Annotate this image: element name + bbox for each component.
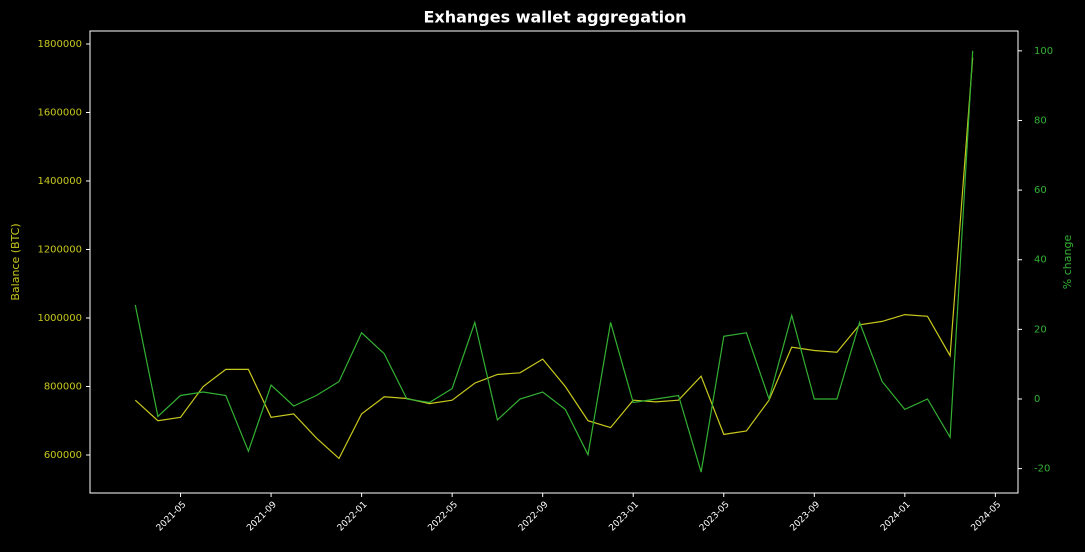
y-tick-label: 1000000 (37, 313, 82, 324)
y-tick-label: 600000 (44, 450, 82, 461)
y2-tick-label: 20 (1034, 324, 1047, 335)
y-tick-label: 1600000 (37, 108, 82, 119)
y2-tick-label: 0 (1034, 394, 1040, 405)
y2-tick-label: 40 (1034, 255, 1047, 266)
y2-tick-label: 60 (1034, 185, 1047, 196)
y-tick-label: 1200000 (37, 244, 82, 255)
y-tick-label: 800000 (44, 381, 82, 392)
y-axis-label: Balance (BTC) (9, 223, 22, 300)
y2-tick-label: 80 (1034, 115, 1047, 126)
chart-title: Exhanges wallet aggregation (423, 8, 686, 27)
y2-tick-label: 100 (1034, 46, 1053, 57)
plot-frame (89, 30, 1019, 494)
series-line (134, 50, 974, 473)
y-tick-label: 1800000 (37, 39, 82, 50)
series-line (134, 57, 974, 460)
y-tick-label: 1400000 (37, 176, 82, 187)
y2-axis-label: % change (1061, 235, 1074, 290)
y2-tick-label: -20 (1034, 464, 1050, 475)
